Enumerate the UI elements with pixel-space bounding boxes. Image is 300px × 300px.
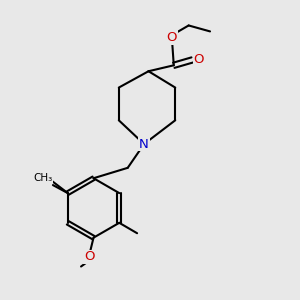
Text: N: N <box>139 138 149 151</box>
Text: O: O <box>84 250 94 263</box>
Text: O: O <box>194 53 204 66</box>
Text: CH₃: CH₃ <box>34 172 53 183</box>
Text: O: O <box>167 31 177 44</box>
